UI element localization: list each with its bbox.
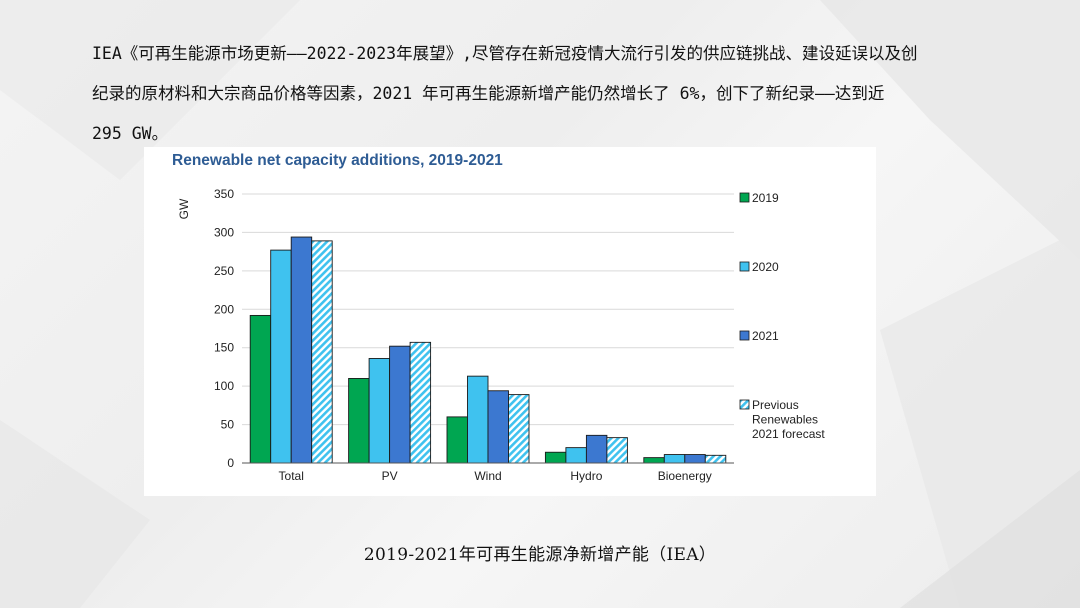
bar-wind-1 — [467, 375, 489, 464]
bar-pv-3 — [409, 341, 432, 464]
bar-total-1 — [270, 249, 292, 464]
bar-bioenergy-2 — [684, 454, 706, 464]
legend-swatch — [739, 261, 750, 272]
y-tick-label: 50 — [221, 418, 235, 432]
bar-bioenergy-3 — [704, 454, 727, 464]
y-tick-label: 200 — [214, 302, 234, 316]
legend-swatch — [739, 399, 750, 410]
y-tick-labels: 0 50 100 150 200 250 300 350 — [214, 187, 234, 470]
x-tick-label: PV — [382, 469, 398, 483]
bar-hydro-0 — [544, 451, 567, 464]
legend-label: 2021 — [752, 329, 779, 343]
x-tick-labels: Total PV Wind Hydro Bioenergy — [279, 469, 712, 483]
x-tick-label: Bioenergy — [658, 469, 712, 483]
legend-swatch — [739, 192, 750, 203]
bar-hydro-3 — [606, 437, 628, 464]
bar-wind-2 — [487, 390, 509, 464]
chart-title: Renewable net capacity additions, 2019-2… — [172, 152, 503, 169]
bar-total-3 — [311, 240, 333, 464]
bar-pv-0 — [348, 378, 370, 464]
y-tick-label: 0 — [227, 456, 234, 470]
bar-total-0 — [249, 314, 272, 464]
bars — [249, 236, 727, 464]
x-tick-label: Hydro — [570, 469, 602, 483]
bar-hydro-2 — [585, 434, 608, 464]
bar-wind-0 — [446, 416, 468, 464]
bar-total-2 — [290, 236, 313, 464]
legend-label: 2021 forecast — [752, 427, 825, 441]
legend-label: 2019 — [752, 191, 779, 205]
bar-pv-2 — [389, 345, 411, 464]
bar-chart: Renewable net capacity additions, 2019-2… — [172, 152, 825, 483]
legend-label: 2020 — [752, 260, 779, 274]
x-tick-label: Total — [279, 469, 304, 483]
bar-pv-1 — [368, 358, 391, 464]
y-tick-label: 250 — [214, 264, 234, 278]
intro-paragraph: IEA《可再生能源市场更新——2022-2023年展望》,尽管存在新冠疫情大流行… — [92, 44, 918, 143]
y-tick-label: 300 — [214, 225, 234, 239]
y-tick-label: 150 — [214, 341, 234, 355]
legend-swatch — [739, 330, 750, 341]
figure-caption: 2019-2021年可再生能源净新增产能（IEA） — [363, 545, 717, 565]
chart-container: Renewable net capacity additions, 2019-2… — [144, 147, 876, 496]
bar-bioenergy-1 — [663, 454, 686, 464]
bar-bioenergy-0 — [643, 457, 665, 464]
y-tick-label: 350 — [214, 187, 234, 201]
legend-label: Previous — [752, 398, 799, 412]
bar-wind-3 — [508, 394, 530, 464]
legend-label: Renewables — [752, 413, 818, 427]
bar-hydro-1 — [565, 447, 587, 464]
x-tick-label: Wind — [474, 469, 501, 483]
y-tick-label: 100 — [214, 379, 234, 393]
y-axis-label: GW — [177, 198, 191, 219]
